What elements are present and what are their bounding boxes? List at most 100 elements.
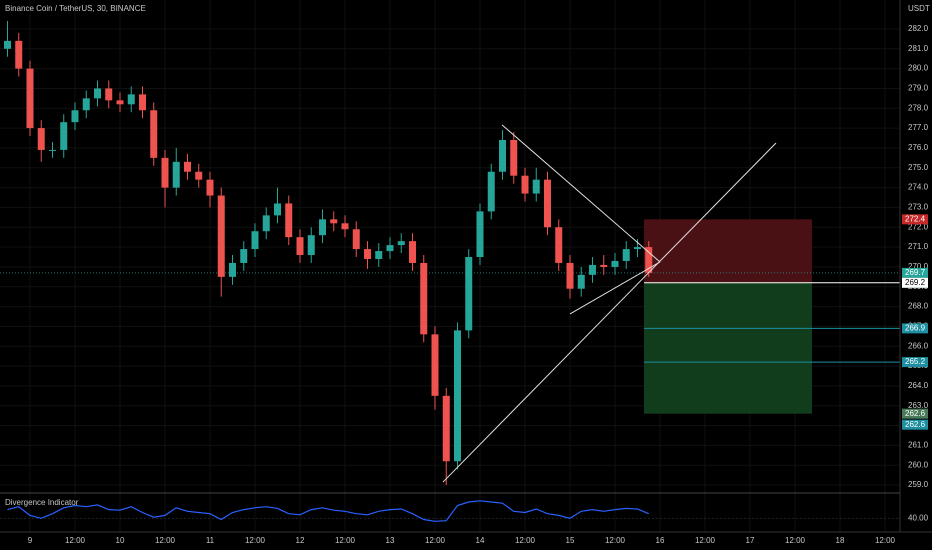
x-tick-label: 12:00 [695, 536, 716, 545]
level-tag-bg [902, 357, 928, 368]
y-tick-label: 264.0 [908, 381, 929, 390]
indicator-name: Divergence Indicator [5, 498, 79, 507]
candle-body [453, 330, 461, 462]
price-unit: USDT [908, 4, 930, 13]
target-tag-2-text: 262.6 [905, 420, 926, 429]
y-tick-label: 270.0 [908, 262, 929, 271]
candle-body [465, 257, 473, 331]
candle-body [510, 140, 518, 176]
candle-body [251, 231, 259, 250]
candle-body [15, 40, 23, 69]
candle-body [420, 262, 428, 335]
x-tick-label: 15 [566, 536, 575, 545]
x-tick-label: 12:00 [155, 536, 176, 545]
candle-body [206, 179, 214, 196]
y-tick-label: 278.0 [908, 103, 929, 112]
x-tick-label: 11 [206, 536, 215, 545]
candle-body [431, 334, 439, 396]
candle-body [116, 100, 124, 105]
candle-body [318, 219, 326, 236]
candle-body [26, 68, 34, 129]
candle-body [600, 264, 608, 267]
candle-body [217, 195, 225, 277]
x-tick-label: 12:00 [515, 536, 536, 545]
y-tick-label: 280.0 [908, 64, 929, 73]
y-tick-label: 263.0 [908, 401, 929, 410]
candle-body [105, 88, 113, 101]
x-tick-label: 12 [296, 536, 305, 545]
y-tick-label: 272.0 [908, 222, 929, 231]
candle-body [48, 149, 56, 151]
trendline [442, 142, 777, 483]
candle-body [37, 128, 45, 150]
x-tick-label: 12:00 [875, 536, 896, 545]
candle-body [341, 223, 349, 230]
trendline [569, 261, 661, 315]
y-tick-label: 277.0 [908, 123, 929, 132]
trendline [501, 124, 661, 263]
y-tick-label: 266.0 [908, 341, 929, 350]
candle-body [622, 249, 630, 261]
indicator-line [7, 500, 649, 522]
y-tick-label: 282.0 [908, 24, 929, 33]
candle-body [588, 264, 596, 275]
candle-body [161, 157, 169, 188]
candle-body [60, 122, 68, 150]
stop-zone [643, 219, 813, 283]
candle-body [93, 88, 101, 99]
x-tick-label: 12:00 [425, 536, 446, 545]
x-tick-label: 12:00 [785, 536, 806, 545]
plot-area [0, 0, 900, 532]
y-tick-label: 261.0 [908, 441, 929, 450]
candle-body [532, 179, 540, 194]
candle-body [273, 203, 281, 216]
candle-body [262, 215, 270, 232]
target-tag: 262.6 [902, 408, 928, 419]
stop-tag-text: 272.4 [905, 214, 926, 223]
candle-body [138, 94, 146, 111]
candle-body [645, 247, 653, 273]
candle-body [566, 262, 574, 289]
candle-body [386, 245, 394, 252]
x-tick-label: 14 [476, 536, 485, 545]
candle-body [82, 98, 90, 111]
stop-tag-bg [902, 214, 928, 225]
target-zone [643, 282, 813, 414]
entry-tag: 269.2 [902, 277, 928, 288]
x-tick-label: 12:00 [245, 536, 266, 545]
candle-body [127, 94, 135, 105]
x-tick-label: 17 [746, 536, 755, 545]
last-price-tag-bg [902, 267, 928, 278]
candle-body [307, 235, 315, 256]
target-tag-2: 262.6 [902, 419, 928, 430]
candle-body [555, 227, 563, 263]
candle-body [285, 203, 293, 238]
level-tag-text: 266.9 [905, 324, 926, 333]
candle-body [487, 171, 495, 212]
y-tick-label: 259.0 [908, 480, 929, 489]
x-tick-label: 12:00 [335, 536, 356, 545]
candle-body [611, 260, 619, 267]
level-tag-bg [902, 323, 928, 334]
chart-title: Binance Coin / TetherUS, 30, BINANCE [5, 4, 146, 13]
candle-body [183, 161, 191, 172]
last-price-tag: 269.7 [902, 267, 928, 278]
x-tick-label: 12:00 [605, 536, 626, 545]
x-tick-label: 10 [116, 536, 125, 545]
x-tick-label: 16 [656, 536, 665, 545]
stop-tag: 272.4 [902, 214, 928, 225]
target-tag-bg [902, 408, 928, 419]
candle-body [3, 40, 11, 49]
x-tick-label: 12:00 [65, 536, 86, 545]
y-tick-label: 281.0 [908, 44, 929, 53]
y-tick-label: 274.0 [908, 183, 929, 192]
candle-body [476, 211, 484, 258]
entry-tag-text: 269.2 [905, 278, 926, 287]
indicator-tick-label: 40.00 [908, 513, 929, 522]
level-tag: 266.9 [902, 323, 928, 334]
candle-body [296, 237, 304, 256]
entry-tag-bg [902, 277, 928, 288]
candle-body [521, 175, 529, 194]
candle-body [577, 274, 585, 289]
